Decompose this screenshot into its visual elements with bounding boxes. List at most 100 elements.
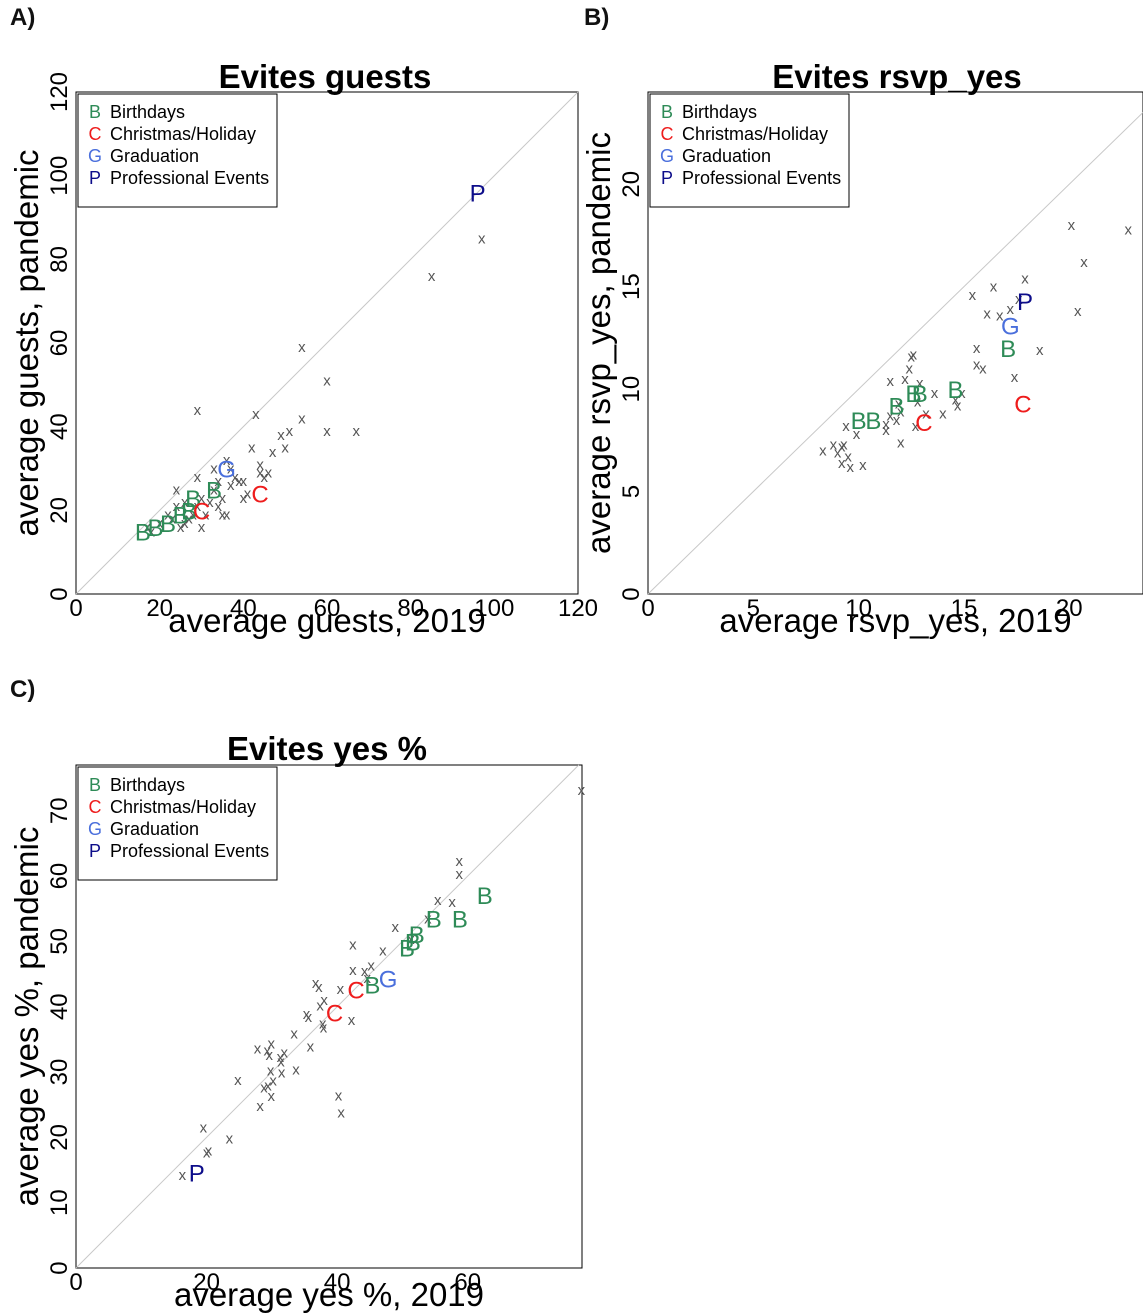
- chart-title: Evites yes %: [227, 730, 427, 767]
- data-point-other: x: [269, 444, 277, 461]
- legend-code: G: [88, 819, 102, 839]
- data-point-other: x: [177, 519, 185, 536]
- data-point-other: x: [392, 919, 400, 936]
- x-tick-label: 20: [146, 595, 173, 622]
- data-point-other: x: [1036, 342, 1044, 359]
- data-point-other: x: [290, 1025, 298, 1042]
- data-point-other: x: [214, 498, 222, 515]
- legend-code: P: [661, 168, 673, 188]
- data-point-other: x: [323, 373, 331, 390]
- legend-code: C: [661, 124, 674, 144]
- legend-label: Christmas/Holiday: [682, 124, 828, 144]
- data-point-other: x: [281, 440, 289, 457]
- data-point-other: x: [407, 931, 415, 948]
- data-point-b: B: [851, 408, 867, 435]
- data-point-other: x: [819, 443, 827, 460]
- data-point-b: B: [135, 519, 151, 546]
- data-point-other: x: [206, 494, 214, 511]
- chart-panel-3: Evites yes %0 20 40 60010203040506070averag…: [8, 730, 586, 1313]
- legend-label: Professional Events: [110, 168, 269, 188]
- data-point-other: x: [227, 461, 235, 478]
- plot-frame: [75, 764, 583, 1269]
- data-point-other: x: [231, 469, 239, 486]
- x-tick-label: 40: [230, 595, 257, 622]
- data-point-other: x: [846, 459, 854, 476]
- data-point-other: x: [838, 438, 846, 455]
- data-point-other: x: [840, 436, 848, 453]
- chart-title: Evites guests: [219, 58, 432, 95]
- data-point-other: x: [316, 997, 324, 1014]
- data-point-other: x: [303, 1006, 311, 1023]
- data-point-other: x: [897, 434, 905, 451]
- data-point-other: x: [996, 307, 1004, 324]
- data-point-other: x: [219, 490, 227, 507]
- data-point-other: x: [277, 1054, 285, 1071]
- data-point-other: x: [194, 498, 202, 515]
- data-point-other: x: [278, 1065, 286, 1082]
- data-point-b: B: [364, 972, 380, 999]
- y-tick-label: 100: [46, 156, 73, 196]
- data-point-other: x: [298, 410, 306, 427]
- data-point-other: x: [181, 494, 189, 511]
- data-point-other: x: [853, 426, 861, 443]
- data-point-other: x: [200, 1120, 208, 1137]
- data-point-other: x: [1021, 270, 1029, 287]
- legend-code: C: [89, 797, 102, 817]
- y-axis-label: average guests, pandemic: [8, 149, 45, 536]
- data-point-other: x: [931, 385, 939, 402]
- data-point-other: x: [434, 892, 442, 909]
- data-point-other: x: [265, 465, 273, 482]
- data-point-b: B: [948, 377, 964, 404]
- y-axis-label: average rsvp_yes, pandemic: [580, 132, 617, 554]
- data-point-other: x: [181, 515, 189, 532]
- data-point-other: x: [164, 507, 172, 524]
- data-point-other: x: [895, 395, 903, 412]
- y-tick-label: 40: [46, 413, 73, 440]
- data-point-other: x: [210, 461, 218, 478]
- data-point-other: x: [349, 962, 357, 979]
- identity-line: [75, 91, 579, 595]
- data-point-other: x: [240, 473, 248, 490]
- data-point-other: x: [901, 371, 909, 388]
- data-point-p: P: [189, 1161, 205, 1188]
- data-point-other: x: [173, 481, 181, 498]
- data-point-other: x: [428, 268, 436, 285]
- y-tick-label: 120: [46, 72, 73, 112]
- data-point-other: x: [337, 1105, 345, 1122]
- data-point-other: x: [307, 1039, 315, 1056]
- x-tick-label: 120: [558, 595, 598, 622]
- legend-label: Birthdays: [682, 102, 757, 122]
- data-point-other: x: [277, 1049, 285, 1066]
- y-tick-label: 0: [618, 587, 645, 600]
- legend-label: Graduation: [682, 146, 771, 166]
- legend-label: Professional Events: [110, 841, 269, 861]
- data-point-other: x: [954, 397, 962, 414]
- data-point-other: x: [148, 523, 156, 540]
- data-point-other: x: [349, 937, 357, 954]
- data-point-other: x: [248, 440, 256, 457]
- data-point-p: P: [470, 180, 486, 207]
- data-point-other: x: [312, 975, 320, 992]
- data-point-other: x: [256, 465, 264, 482]
- data-point-other: x: [952, 391, 960, 408]
- data-point-b: B: [477, 883, 493, 910]
- data-point-other: x: [244, 486, 252, 503]
- data-point-other: x: [319, 1016, 327, 1033]
- data-point-other: x: [578, 782, 586, 799]
- data-point-other: x: [353, 423, 361, 440]
- data-point-other: x: [456, 866, 464, 883]
- data-point-other: x: [267, 1088, 275, 1105]
- data-point-b: B: [206, 477, 222, 504]
- data-point-other: x: [315, 979, 323, 996]
- data-point-other: x: [973, 340, 981, 357]
- data-point-other: x: [886, 408, 894, 425]
- data-point-c: C: [1014, 391, 1031, 418]
- data-point-other: x: [838, 455, 846, 472]
- chart-title: Evites rsvp_yes: [772, 58, 1022, 95]
- data-point-other: x: [1015, 291, 1023, 308]
- x-axis-label: average yes %, 2019: [174, 1276, 484, 1313]
- y-tick-label: 20: [46, 1124, 73, 1151]
- x-axis-label: average guests, 2019: [168, 602, 485, 639]
- data-point-other: x: [1074, 303, 1082, 320]
